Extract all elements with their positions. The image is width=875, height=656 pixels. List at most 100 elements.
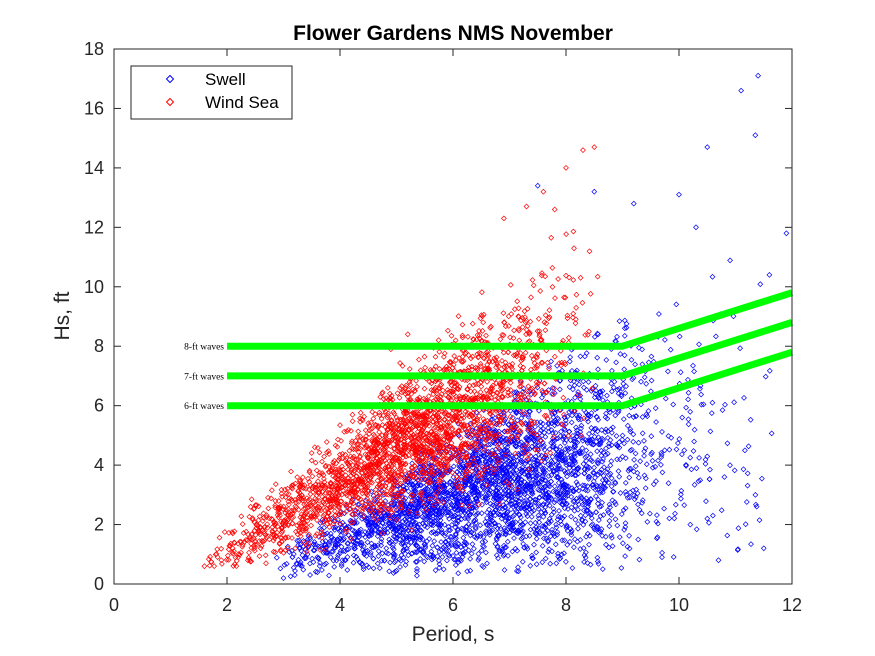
wind-sea-point (508, 363, 515, 370)
swell-point (413, 534, 419, 541)
swell-point (402, 562, 409, 568)
wind-sea-point (420, 395, 427, 402)
swell-point (667, 346, 674, 353)
wind-sea-point (277, 548, 284, 554)
wind-sea-point (338, 484, 345, 491)
swell-point (551, 499, 558, 506)
wind-sea-point (331, 500, 338, 506)
wind-sea-point (299, 497, 306, 504)
wind-sea-point (265, 533, 271, 540)
swell-point (409, 468, 415, 475)
wind-sea-point (403, 410, 410, 417)
swell-point (632, 463, 639, 470)
swell-point (396, 556, 403, 563)
swell-point (627, 428, 634, 435)
wind-sea-point (317, 547, 323, 553)
wind-sea-point (208, 559, 215, 565)
wind-sea-point (464, 386, 471, 393)
wind-sea-point (317, 470, 323, 476)
swell-point (479, 494, 486, 501)
swell-point (572, 438, 579, 445)
wind-sea-point (564, 315, 571, 322)
swell-point (372, 522, 379, 529)
swell-point (610, 384, 617, 391)
swell-point (458, 557, 464, 564)
swell-point (546, 363, 552, 370)
wind-sea-point (531, 430, 537, 437)
wind-sea-point (357, 419, 363, 425)
swell-point (558, 521, 565, 528)
swell-point (606, 471, 612, 478)
swell-point (467, 476, 474, 483)
wind-sea-point (537, 288, 544, 294)
swell-point (526, 425, 533, 432)
swell-point (507, 501, 514, 508)
swell-point (485, 441, 492, 448)
swell-point (517, 522, 524, 529)
swell-point (604, 435, 611, 441)
swell-point (540, 470, 547, 477)
wind-sea-point (459, 440, 466, 447)
swell-point (628, 357, 635, 363)
swell-point (344, 540, 351, 547)
swell-point (494, 430, 501, 436)
swell-point (579, 450, 585, 456)
swell-point (334, 541, 341, 548)
wind-sea-point (555, 276, 561, 282)
wind-sea-point (444, 387, 451, 393)
wind-sea-point (380, 396, 387, 402)
swell-point (620, 540, 626, 547)
wind-sea-point (541, 380, 548, 387)
wind-sea-point (406, 379, 413, 385)
swell-point (554, 420, 561, 427)
swell-point (535, 503, 542, 509)
swell-point (510, 469, 517, 476)
wind-sea-point (355, 428, 362, 435)
wind-sea-point (477, 426, 483, 433)
swell-point (611, 378, 618, 385)
wind-sea-point (300, 512, 307, 519)
wind-sea-point (505, 437, 512, 444)
wind-sea-point (522, 349, 529, 356)
wind-sea-point (338, 511, 345, 518)
swell-point (473, 535, 480, 541)
swell-point (302, 546, 309, 553)
wind-sea-point (493, 380, 500, 387)
swell-point (398, 558, 404, 564)
swell-point (707, 428, 714, 435)
swell-point (503, 528, 510, 535)
swell-point (398, 552, 405, 559)
wind-sea-point (486, 419, 493, 426)
swell-point (615, 390, 622, 397)
wind-sea-point (426, 495, 433, 502)
swell-point (301, 555, 308, 562)
swell-point (584, 487, 591, 494)
swell-point (525, 472, 532, 479)
swell-point (442, 490, 448, 497)
wind-sea-point (507, 282, 514, 288)
swell-point (501, 465, 508, 472)
wind-sea-point (349, 411, 356, 418)
swell-point (415, 480, 422, 487)
wind-sea-point (310, 499, 316, 505)
wind-sea-point (278, 547, 284, 553)
wind-sea-point (423, 444, 430, 451)
swell-point (521, 506, 528, 512)
swell-point (460, 507, 466, 514)
wind-sea-point (400, 488, 406, 494)
wind-sea-point (522, 314, 528, 320)
swell-point (572, 394, 578, 401)
swell-point (555, 474, 562, 481)
wind-sea-point (558, 421, 564, 427)
swell-point (586, 498, 593, 505)
wind-sea-point (316, 472, 322, 479)
swell-point (597, 392, 604, 399)
swell-point (648, 433, 655, 440)
wind-sea-point (396, 481, 403, 488)
swell-point (492, 478, 499, 485)
wind-sea-point (416, 436, 423, 443)
swell-point (411, 485, 417, 492)
swell-point (370, 544, 377, 551)
swell-point (620, 380, 627, 387)
wind-sea-point (323, 505, 330, 512)
